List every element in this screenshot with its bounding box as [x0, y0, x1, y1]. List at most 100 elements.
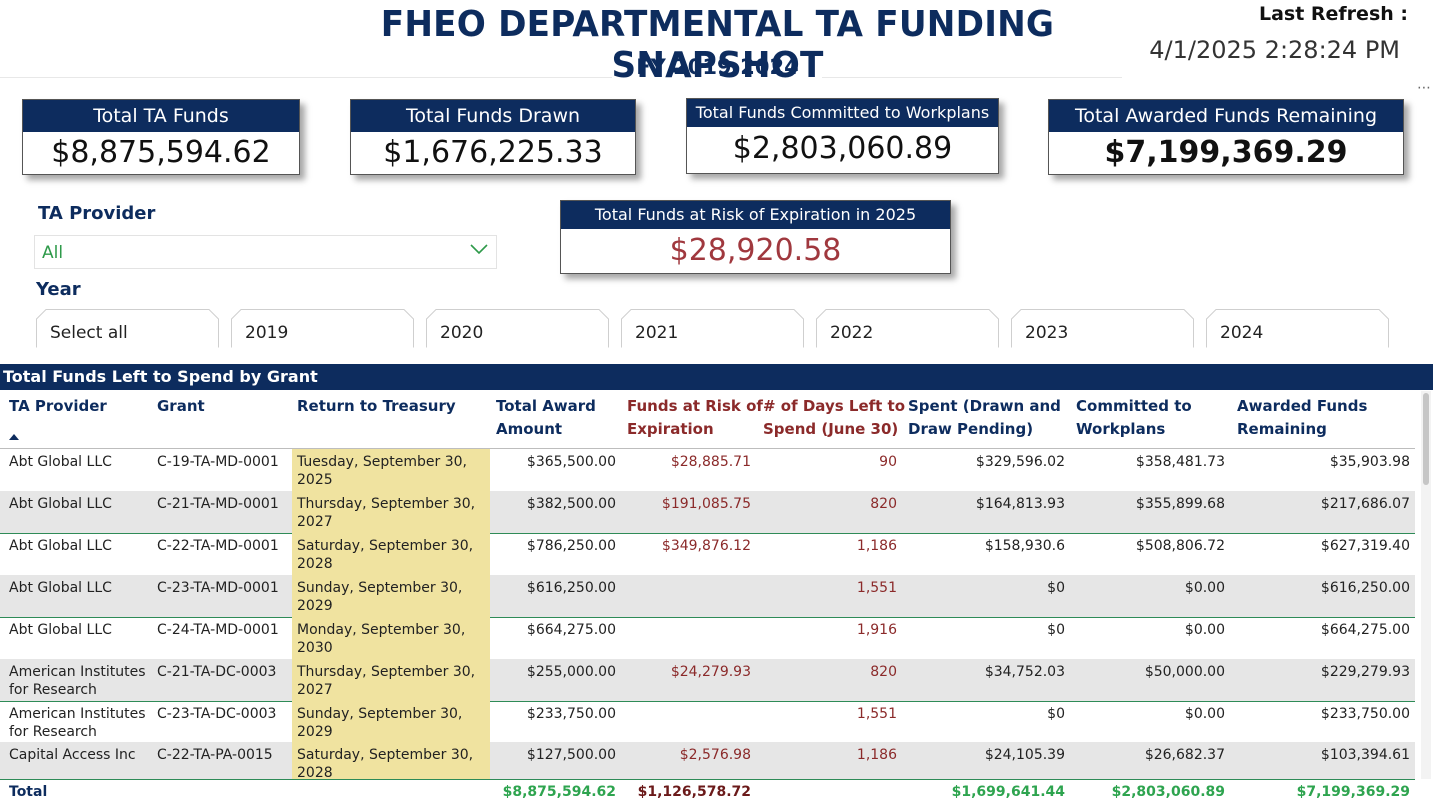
grant-cell: C-21-TA-DC-0003 [157, 664, 277, 680]
provider-cell: Abt Global LLC [9, 496, 112, 512]
card-value: $2,803,060.89 [732, 131, 953, 166]
divider [0, 77, 612, 78]
table-row[interactable]: Saturday, September 30, 2028 Abt Global L… [0, 533, 1415, 576]
treasury-cell: Saturday, September 30, 2028 [292, 533, 490, 575]
committed-cell: $50,000.00 [1144, 664, 1225, 680]
year-button-label: 2019 [245, 323, 289, 343]
year-filter-label: Year [36, 279, 81, 300]
remaining-cell: $627,319.40 [1320, 538, 1410, 554]
sort-ascending-icon[interactable] [9, 434, 19, 440]
spent-cell: $329,596.02 [975, 454, 1065, 470]
year-button-label: 2021 [635, 323, 679, 343]
last-refresh-label: Last Refresh : [1258, 3, 1408, 25]
award-cell: $664,275.00 [526, 622, 616, 638]
provider-filter-label: TA Provider [38, 203, 156, 224]
year-button-label: 2022 [830, 323, 874, 343]
grant-cell: C-23-TA-MD-0001 [157, 580, 279, 596]
card-label: Total Funds Drawn [351, 100, 635, 132]
page-subtitle: FY 2019-2024 [636, 55, 799, 79]
page-title: FHEO DEPARTMENTAL TA FUNDING SNAPSHOT [380, 4, 1055, 86]
committed-cell: $0.00 [1184, 706, 1225, 722]
chevron-down-icon [470, 244, 488, 255]
remaining-cell: $217,686.07 [1320, 496, 1410, 512]
provider-cell: Abt Global LLC [9, 622, 112, 638]
treasury-cell: Thursday, September 30, 2027 [292, 491, 490, 533]
grant-cell: C-19-TA-MD-0001 [157, 454, 279, 470]
award-cell: $365,500.00 [526, 454, 616, 470]
column-header-committed[interactable]: Committed to Workplans [1076, 397, 1192, 438]
award-cell: $786,250.00 [526, 538, 616, 554]
totals-award: $8,875,594.62 [502, 784, 616, 800]
committed-cell: $358,481.73 [1135, 454, 1225, 470]
remaining-cell: $664,275.00 [1320, 622, 1410, 638]
column-header-risk[interactable]: Funds at Risk of Expiration [627, 397, 763, 438]
more-options-icon[interactable]: ⋯ [1417, 80, 1431, 96]
year-2024-button[interactable]: 2024 [1206, 309, 1389, 348]
committed-cell: $0.00 [1184, 580, 1225, 596]
treasury-cell: Saturday, September 30, 2028 [292, 742, 490, 779]
card-value: $28,920.58 [669, 233, 842, 268]
spent-cell: $164,813.93 [975, 496, 1065, 512]
column-header-days[interactable]: # of Days Left to Spend (June 30) [763, 397, 906, 438]
days-cell: 1,551 [856, 580, 897, 596]
column-header-spent[interactable]: Spent (Drawn and Draw Pending) [908, 397, 1061, 438]
column-header-remaining[interactable]: Awarded Funds Remaining [1237, 397, 1368, 438]
year-button-label: 2020 [440, 323, 484, 343]
year-2019-button[interactable]: 2019 [231, 309, 414, 348]
treasury-cell: Monday, September 30, 2030 [292, 617, 490, 659]
totals-committed: $2,803,060.89 [1111, 784, 1225, 800]
risk-cell: $24,279.93 [670, 664, 751, 680]
column-header-treasury[interactable]: Return to Treasury [297, 397, 456, 415]
table-row[interactable]: Sunday, September 30, 2029 American Insti… [0, 701, 1415, 744]
table-row[interactable]: Thursday, September 30, 2027 American Ins… [0, 659, 1415, 702]
totals-remaining: $7,199,369.29 [1296, 784, 1410, 800]
days-cell: 1,186 [856, 538, 897, 554]
grant-cell: C-23-TA-DC-0003 [157, 706, 277, 722]
year-button-label: Select all [50, 323, 128, 343]
column-header-grant[interactable]: Grant [157, 397, 205, 415]
table-row[interactable]: Sunday, September 30, 2029 Abt Global LLC… [0, 575, 1415, 618]
committed-cell: $508,806.72 [1135, 538, 1225, 554]
table-row[interactable]: Saturday, September 30, 2028 Capital Acce… [0, 742, 1415, 779]
table-row[interactable]: Thursday, September 30, 2027 Abt Global L… [0, 491, 1415, 534]
column-header-provider[interactable]: TA Provider [9, 397, 107, 415]
provider-dropdown[interactable]: All [34, 235, 497, 269]
days-cell: 820 [870, 664, 897, 680]
card-label: Total Awarded Funds Remaining [1049, 100, 1403, 132]
committed-cell: $355,899.68 [1135, 496, 1225, 512]
last-refresh-value: 4/1/2025 2:28:24 PM [1149, 36, 1400, 64]
year-2023-button[interactable]: 2023 [1011, 309, 1194, 348]
risk-cell: $349,876.12 [661, 538, 751, 554]
table-row[interactable]: Monday, September 30, 2030 Abt Global LLC… [0, 617, 1415, 660]
award-cell: $255,000.00 [526, 664, 616, 680]
year-2020-button[interactable]: 2020 [426, 309, 609, 348]
scrollbar-thumb[interactable] [1423, 393, 1429, 485]
provider-cell: Capital Access Inc [9, 747, 136, 763]
risk-cell: $28,885.71 [670, 454, 751, 470]
table-row[interactable]: Tuesday, September 30, 2025 Abt Global LL… [0, 449, 1415, 492]
treasury-cell: Sunday, September 30, 2029 [292, 575, 490, 617]
year-2021-button[interactable]: 2021 [621, 309, 804, 348]
totals-spent: $1,699,641.44 [951, 784, 1065, 800]
treasury-cell: Thursday, September 30, 2027 [292, 659, 490, 701]
column-header-award[interactable]: Total Award Amount [496, 397, 596, 438]
card-total-funds-drawn: Total Funds Drawn $1,676,225.33 [350, 99, 636, 175]
table-title-bar: Total Funds Left to Spend by Grant [0, 364, 1433, 390]
spent-cell: $0 [1047, 622, 1065, 638]
committed-cell: $0.00 [1184, 622, 1225, 638]
spent-cell: $24,105.39 [984, 747, 1065, 763]
year-select-all-button[interactable]: Select all [36, 309, 219, 348]
spent-cell: $0 [1047, 706, 1065, 722]
risk-cell: $2,576.98 [679, 747, 751, 763]
totals-divider [0, 779, 1415, 780]
card-funds-committed: Total Funds Committed to Workplans $2,80… [686, 98, 999, 174]
days-cell: 90 [879, 454, 897, 470]
card-funds-at-risk: Total Funds at Risk of Expiration in 202… [560, 200, 951, 274]
award-cell: $382,500.00 [526, 496, 616, 512]
grant-cell: C-24-TA-MD-0001 [157, 622, 279, 638]
year-2022-button[interactable]: 2022 [816, 309, 999, 348]
remaining-cell: $616,250.00 [1320, 580, 1410, 596]
provider-cell: American Institutes for Research [9, 664, 146, 698]
card-value: $1,676,225.33 [383, 135, 603, 170]
table-scrollbar[interactable] [1421, 391, 1431, 779]
